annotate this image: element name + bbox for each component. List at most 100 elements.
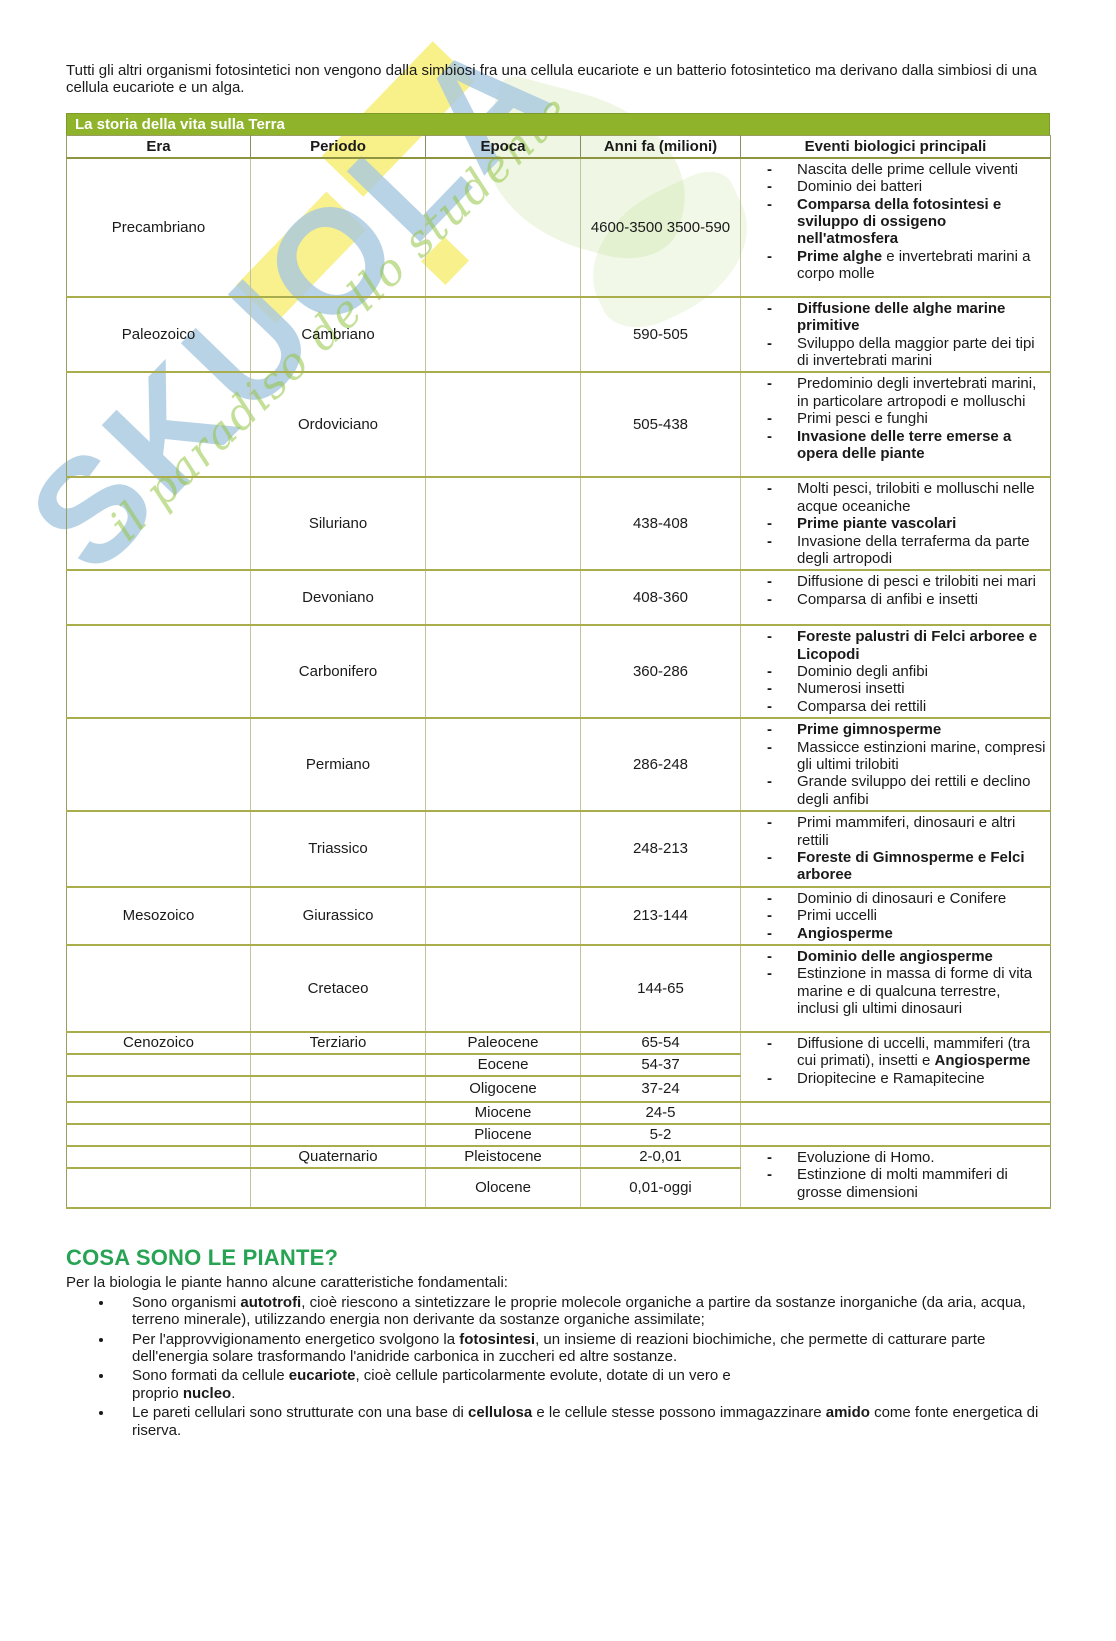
eventi-cell: Dominio delle angiospermeEstinzione in m…: [740, 944, 1051, 1033]
event-item: Primi uccelli: [741, 907, 1046, 925]
table-row: Permiano 286-248Prime gimnospermeMassicce…: [66, 718, 1051, 813]
event-item: Diffusione di uccelli, mammiferi (tra cu…: [741, 1035, 1046, 1070]
anni-cell: 144-65: [580, 944, 741, 1033]
eventi-cell: Diffusione delle alghe marine primitiveS…: [740, 296, 1051, 374]
anni-cell: 505-438: [580, 372, 741, 479]
epoca-cell: [425, 477, 581, 572]
event-item: Driopitecine e Ramapitecine: [741, 1070, 1046, 1088]
table-row: Ordoviciano 505-438Predominio degli inver…: [66, 372, 1051, 479]
event-item: Evoluzione di Homo.: [741, 1149, 1046, 1167]
event-item: Primi pesci e funghi: [741, 410, 1046, 428]
event-item: Foreste palustri di Felci arboree e Lico…: [741, 628, 1046, 663]
list-item: Le pareti cellulari sono strutturate con…: [114, 1404, 1050, 1439]
epoca-cell: Miocene: [425, 1101, 581, 1125]
section-heading: COSA SONO LE PIANTE?: [66, 1244, 339, 1270]
intro-paragraph: Tutti gli altri organismi fotosintetici …: [66, 62, 1037, 97]
epoca-cell: [425, 944, 581, 1033]
list-item: Sono organismi autotrofi, cioè riescono …: [114, 1294, 1050, 1329]
event-item: Dominio dei batteri: [741, 178, 1046, 196]
epoca-cell: [425, 718, 581, 813]
table-row: CenozoicoTerziarioPaleocene65-54Diffusio…: [66, 1031, 1051, 1103]
event-item: Prime alghe e invertebrati marini a corp…: [741, 248, 1046, 283]
era-cell: [66, 1075, 251, 1103]
periodo-cell: Quaternario: [250, 1145, 426, 1169]
event-item: Dominio di dinosauri e Conifere: [741, 890, 1046, 908]
periodo-cell: Carbonifero: [250, 625, 426, 720]
epoca-cell: Pleistocene: [425, 1145, 581, 1169]
epoca-cell: [425, 886, 581, 946]
periodo-cell: Cretaceo: [250, 944, 426, 1033]
era-cell: Precambriano: [66, 157, 251, 298]
epoca-cell: Pliocene: [425, 1123, 581, 1147]
epoca-cell: [425, 811, 581, 888]
eventi-cell: Primi mammiferi, dinosauri e altri retti…: [740, 811, 1051, 888]
table-row: Eocene 54-37: [66, 1053, 1051, 1077]
periodo-cell: Terziario: [250, 1031, 426, 1055]
anni-cell: 24-5: [580, 1101, 741, 1125]
event-item: Diffusione delle alghe marine primitive: [741, 300, 1046, 335]
era-cell: [66, 1123, 251, 1147]
table-row: Triassico 248-213Primi mammiferi, dinosau…: [66, 811, 1051, 888]
section-intro: Per la biologia le piante hanno alcune c…: [66, 1274, 508, 1292]
era-cell: [66, 1101, 251, 1125]
epoca-cell: [425, 372, 581, 479]
era-cell: [66, 477, 251, 572]
event-item: Invasione delle terre emerse a opera del…: [741, 428, 1046, 463]
era-cell: [66, 944, 251, 1033]
table-row: Siluriano 438-408Molti pesci, trilobiti e…: [66, 477, 1051, 572]
table-row: Miocene 24-5: [66, 1101, 1051, 1125]
anni-cell: 54-37: [580, 1053, 741, 1077]
periodo-cell: [250, 1167, 426, 1209]
epoca-cell: [425, 570, 581, 627]
eventi-cell: Diffusione di uccelli, mammiferi (tra cu…: [740, 1031, 1051, 1103]
era-cell: [66, 718, 251, 813]
anni-cell: 286-248: [580, 718, 741, 813]
anni-cell: 2-0,01: [580, 1145, 741, 1169]
epoca-cell: Paleocene: [425, 1031, 581, 1055]
era-cell: [66, 570, 251, 627]
column-header: Era: [66, 135, 251, 159]
periodo-cell: Triassico: [250, 811, 426, 888]
periodo-cell: [250, 1075, 426, 1103]
eventi-cell: Nascita delle prime cellule viventiDomin…: [740, 157, 1051, 298]
event-item: Comparsa della fotosintesi e sviluppo di…: [741, 196, 1046, 248]
event-item: Comparsa dei rettili: [741, 698, 1046, 716]
periodo-cell: Devoniano: [250, 570, 426, 627]
eventi-cell: [740, 1101, 1051, 1125]
epoca-cell: [425, 296, 581, 374]
periodo-cell: Cambriano: [250, 296, 426, 374]
column-header: Anni fa (milioni): [580, 135, 741, 159]
anni-cell: 4600-3500 3500-590: [580, 157, 741, 298]
event-item: Grande sviluppo dei rettili e declino de…: [741, 773, 1046, 808]
periodo-cell: Giurassico: [250, 886, 426, 946]
periodo-cell: [250, 1101, 426, 1125]
table-row: Pliocene 5-2: [66, 1123, 1051, 1147]
anni-cell: 0,01-oggi: [580, 1167, 741, 1209]
event-item: Dominio degli anfibi: [741, 663, 1046, 681]
periodo-cell: Siluriano: [250, 477, 426, 572]
event-item: Foreste di Gimnosperme e Felci arboree: [741, 849, 1046, 884]
era-cell: [66, 1145, 251, 1169]
anni-cell: 248-213: [580, 811, 741, 888]
timeline-table-container: La storia della vita sulla Terra Era Peri…: [66, 112, 1051, 1209]
era-cell: Mesozoico: [66, 886, 251, 946]
event-item: Estinzione in massa di forme di vita mar…: [741, 965, 1046, 1017]
timeline-tbody: Precambriano 4600-3500 3500-590Nascita de…: [66, 157, 1051, 1209]
eventi-cell: Dominio di dinosauri e ConiferePrimi ucc…: [740, 886, 1051, 946]
event-item: Primi mammiferi, dinosauri e altri retti…: [741, 814, 1046, 849]
eventi-cell: Evoluzione di Homo.Estinzione di molti m…: [740, 1145, 1051, 1209]
eventi-cell: Predominio degli invertebrati marini, in…: [740, 372, 1051, 479]
eventi-cell: Prime gimnospermeMassicce estinzioni mar…: [740, 718, 1051, 813]
epoca-cell: Oligocene: [425, 1075, 581, 1103]
eventi-cell: Molti pesci, trilobiti e molluschi nelle…: [740, 477, 1051, 572]
table-row: Cretaceo 144-65Dominio delle angiospermeE…: [66, 944, 1051, 1033]
event-item: Invasione della terraferma da parte degl…: [741, 533, 1046, 568]
event-item: Estinzione di molti mammiferi di grosse …: [741, 1166, 1046, 1201]
epoca-cell: [425, 157, 581, 298]
era-cell: [66, 372, 251, 479]
era-cell: [66, 1167, 251, 1209]
periodo-cell: [250, 157, 426, 298]
timeline-table: Era Periodo Epoca Anni fa (milioni) Eventi b…: [66, 134, 1051, 1209]
